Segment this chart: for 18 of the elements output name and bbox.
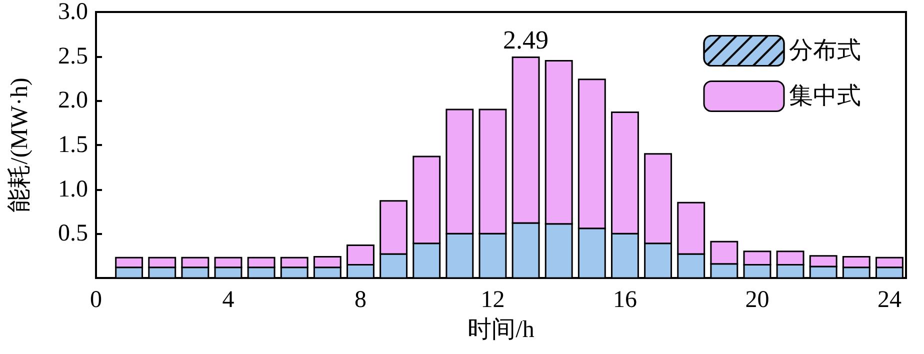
- x-tick-label: 16: [612, 287, 637, 313]
- y-tick-label: 2.0: [58, 88, 88, 114]
- x-axis-title: 时间/h: [468, 317, 534, 343]
- y-tick-label: 1.0: [58, 176, 88, 202]
- annotation: 2.49: [503, 26, 549, 55]
- x-tick-label: 24: [877, 287, 902, 313]
- y-tick-label: 0.5: [58, 220, 88, 247]
- legend-label: 分布式: [789, 38, 861, 64]
- legend-label: 集中式: [789, 83, 861, 110]
- y-tick-label: 1.5: [58, 132, 88, 158]
- y-tick-label: 3.0: [58, 0, 88, 25]
- y-tick-label: 2.5: [58, 43, 88, 70]
- x-tick-label: 20: [745, 287, 770, 313]
- x-tick-label: 0: [90, 287, 102, 313]
- y-axis-title: 能耗/(MW·h): [7, 78, 33, 212]
- x-tick-label: 8: [354, 287, 366, 313]
- x-tick-label: 4: [222, 287, 234, 313]
- x-tick-label: 12: [480, 287, 505, 313]
